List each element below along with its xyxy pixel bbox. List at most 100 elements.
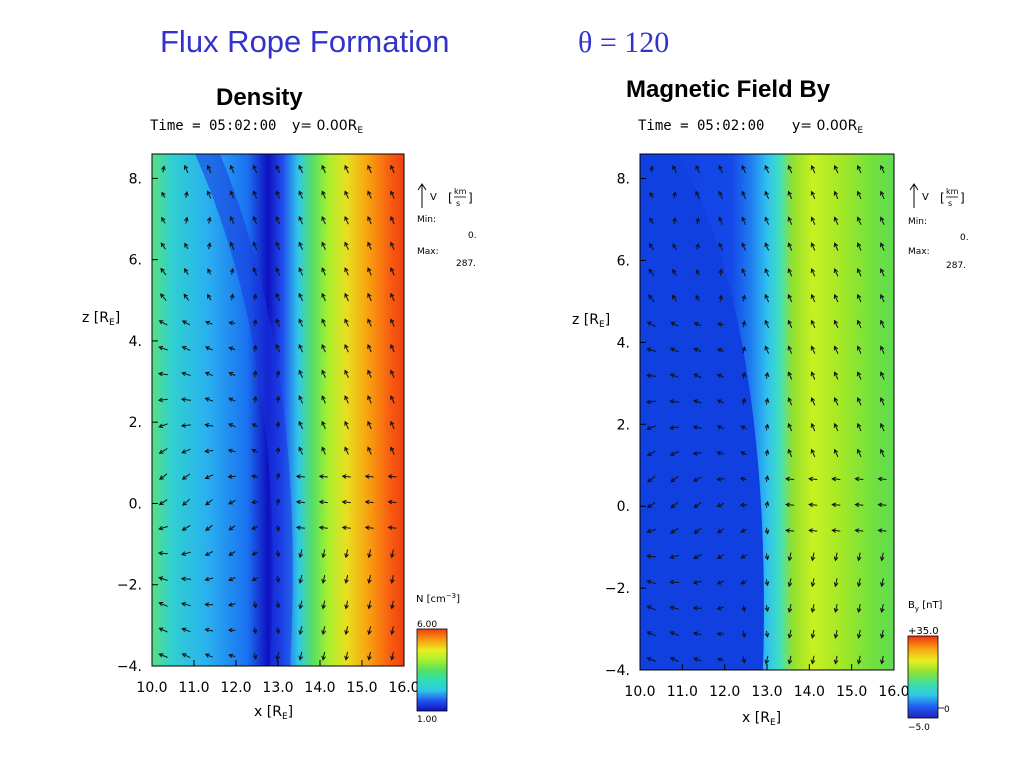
velocity-arrow [646, 347, 656, 352]
y-tick-label: 8. [617, 172, 630, 188]
velocity-arrow [180, 576, 191, 582]
velocity-arrow [229, 241, 235, 251]
velocity-arrow [741, 268, 746, 277]
velocity-arrow [764, 268, 770, 277]
velocity-arrow [854, 502, 864, 508]
velocity-arrow [228, 320, 236, 326]
velocity-arrow [390, 267, 395, 276]
svg-text:s: s [456, 199, 460, 208]
velocity-arrow [387, 525, 397, 531]
velocity-arrow [741, 605, 747, 613]
axes: 10.0 11.0 12.0 13.0 14.0 15.0 16.0 8. 6. 4. 2. 0. −2… [117, 171, 420, 696]
velocity-arrow [181, 320, 191, 326]
velocity-arrow [741, 294, 747, 302]
velocity-arrow [295, 525, 305, 531]
y-tick-label: 8. [129, 171, 142, 187]
velocity-arrow [344, 600, 349, 610]
velocity-arrow [180, 397, 191, 402]
velocity-arrow [740, 451, 747, 456]
colorbar: By [nT] +35.0 0 −5.0 [907, 600, 950, 733]
velocity-arrow [833, 604, 839, 614]
velocity-arrow [321, 292, 326, 302]
velocity-arrow [184, 190, 189, 198]
velocity-arrow [764, 293, 770, 303]
velocity-arrow [183, 164, 189, 174]
velocity-arrow [695, 242, 700, 250]
velocity-arrow [367, 420, 372, 430]
velocity-arrow [693, 631, 702, 637]
velocity-arrow [810, 319, 816, 329]
velocity-arrow [740, 528, 747, 533]
velocity-arrow [856, 604, 862, 614]
velocity-arrow [669, 451, 679, 456]
x-tick-label: 11.0 [178, 680, 209, 696]
velocity-arrow [880, 319, 885, 329]
velocity-arrow [344, 164, 349, 174]
velocity-arrow [739, 502, 747, 508]
y-axis-label: z [RE] [572, 312, 610, 330]
velocity-arrow [275, 343, 281, 353]
velocity-arrow [764, 164, 770, 174]
velocity-arrow [344, 241, 349, 251]
velocity-arrow [275, 524, 281, 532]
velocity-arrow [390, 395, 395, 404]
velocity-arrow [810, 655, 816, 665]
velocity-arrow [367, 574, 372, 584]
velocity-arrow [717, 528, 724, 534]
velocity-arrow [204, 397, 214, 402]
svg-text:Max:: Max: [908, 247, 930, 257]
velocity-arrow [787, 371, 793, 380]
velocity-arrow [833, 164, 839, 174]
velocity-arrow [321, 626, 326, 636]
velocity-arrow [321, 420, 326, 430]
velocity-arrow [390, 600, 395, 610]
velocity-arrow [181, 448, 191, 454]
velocity-arrow [227, 602, 236, 607]
velocity-arrow [669, 579, 680, 585]
velocity-arrow [669, 554, 680, 560]
velocity-arrow [740, 425, 747, 430]
velocity-arrow [181, 346, 191, 351]
velocity-arrow [204, 550, 214, 556]
x-tick-label: 10.0 [136, 680, 167, 696]
velocity-arrow [787, 422, 793, 432]
velocity-arrow [877, 476, 887, 482]
velocity-arrow [785, 528, 795, 533]
velocity-arrow [741, 320, 747, 328]
velocity-arrow [205, 499, 213, 506]
velocity-arrow [161, 216, 166, 224]
velocity-arrow [275, 575, 281, 583]
velocity-arrow [367, 626, 372, 636]
velocity-arrow [367, 395, 372, 404]
velocity-arrow [880, 216, 885, 225]
velocity-arrow [298, 318, 303, 327]
velocity-arrow [367, 651, 372, 661]
velocity-arrow [764, 605, 770, 613]
velocity-arrow [341, 525, 351, 531]
colorbar: N [cm−3] 6.00 1.00 [416, 592, 460, 725]
velocity-arrow [367, 241, 372, 251]
velocity-arrow [854, 476, 864, 482]
velocity-arrow [877, 528, 887, 533]
velocity-arrow [880, 629, 885, 639]
velocity-arrow [204, 448, 214, 454]
velocity-arrow [298, 267, 303, 276]
velocity-arrow [669, 527, 679, 534]
velocity-arrow [344, 574, 349, 584]
velocity-arrow [275, 472, 281, 480]
velocity-arrow [321, 395, 326, 404]
velocity-arrow [646, 605, 656, 611]
velocity-arrow [718, 190, 723, 200]
velocity-arrow [367, 343, 372, 353]
velocity-arrow [344, 369, 349, 379]
velocity-arrow [787, 268, 793, 277]
velocity-arrow [646, 399, 657, 405]
svg-text:287.: 287. [946, 261, 966, 271]
velocity-arrow [180, 551, 191, 556]
velocity-arrow [649, 191, 654, 199]
velocity-arrow [810, 345, 816, 354]
velocity-arrow [275, 421, 281, 429]
velocity-arrow [648, 294, 655, 303]
velocity-arrow [390, 651, 395, 661]
velocity-arrow [831, 502, 841, 508]
